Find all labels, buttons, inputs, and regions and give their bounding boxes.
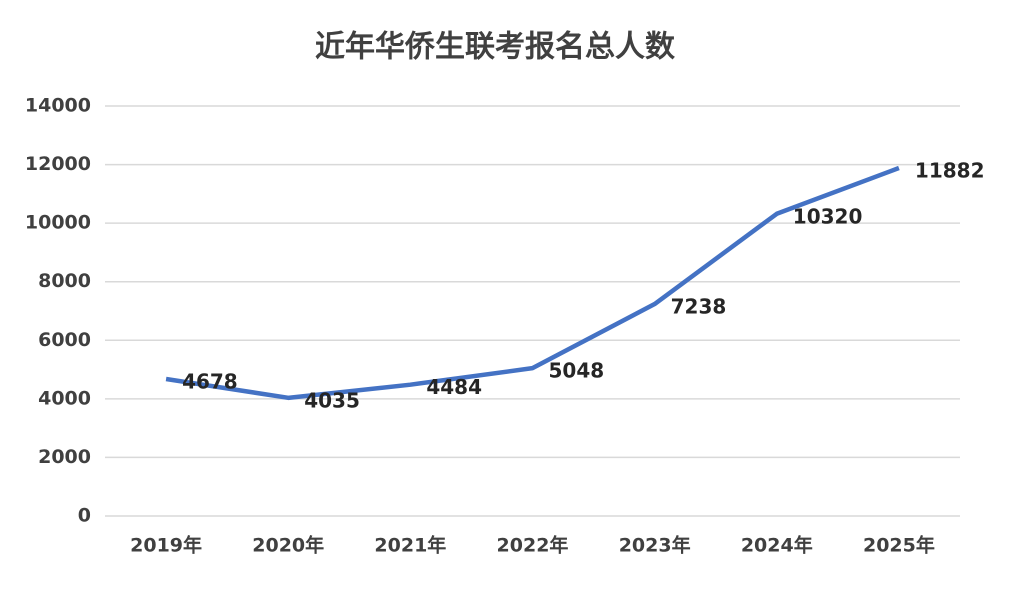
data-line (165, 165, 900, 401)
y-tick-label: 12000 (25, 153, 91, 175)
y-tick-label: 14000 (25, 95, 91, 117)
y-tick-label: 0 (78, 505, 91, 527)
data-label: 4484 (426, 375, 482, 399)
x-tick-label: 2020年 (252, 534, 324, 557)
x-tick-label: 2023年 (619, 534, 691, 557)
x-tick-label: 2022年 (497, 534, 569, 557)
y-tick-label: 4000 (38, 387, 91, 409)
y-tick-label: 10000 (25, 212, 91, 234)
chart-title: 近年华侨生联考报名总人数 (315, 30, 676, 65)
x-tick-label: 2024年 (741, 534, 813, 557)
data-label: 5048 (549, 359, 605, 383)
x-tick-label: 2025年 (863, 534, 935, 557)
y-tick-label: 2000 (38, 446, 91, 468)
data-label: 11882 (915, 159, 985, 183)
data-label: 10320 (793, 204, 863, 228)
y-tick-label: 6000 (38, 329, 91, 351)
x-tick-label: 2021年 (374, 534, 446, 557)
data-label: 7238 (671, 295, 727, 319)
data-label: 4035 (304, 388, 360, 412)
data-label: 4678 (182, 370, 238, 394)
x-tick-label: 2019年 (130, 534, 202, 557)
y-tick-label: 8000 (38, 270, 91, 292)
